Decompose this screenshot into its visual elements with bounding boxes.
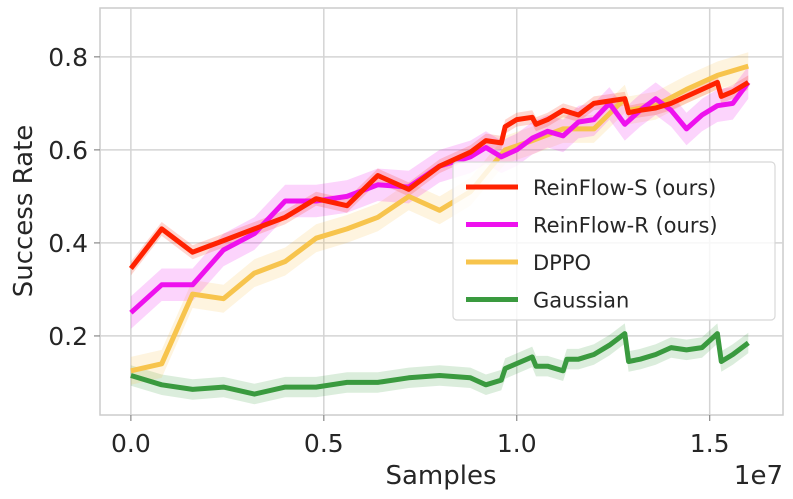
x-tick-label: 1.0: [497, 429, 537, 458]
x-tick-label: 0.0: [111, 429, 151, 458]
x-axis-label: Samples: [385, 461, 496, 491]
x-axis-ticks: 0.0 0.5 1.0 1.5: [111, 415, 730, 458]
band-2: [130, 52, 749, 385]
series-line-1: [129, 80, 751, 315]
band-1: [130, 66, 749, 329]
y-axis-label: Success Rate: [9, 125, 39, 298]
legend-label: ReinFlow-R (ours): [533, 214, 718, 238]
x-tick-label: 0.5: [304, 429, 344, 458]
legend-label: ReinFlow-S (ours): [533, 176, 716, 200]
legend: ReinFlow-S (ours) ReinFlow-R (ours) DPPO Ga…: [452, 161, 776, 321]
x-axis-offset-text: 1e7: [734, 461, 783, 491]
band-3: [130, 323, 749, 405]
y-tick-label: 0.2: [48, 322, 88, 351]
legend-box: [452, 161, 776, 321]
series-line-3: [130, 331, 750, 397]
series-lines: [128, 63, 751, 397]
legend-label: Gaussian: [533, 289, 629, 313]
y-tick-label: 0.8: [48, 43, 88, 72]
legend-label: DPPO: [533, 251, 591, 275]
series-line-0: [128, 79, 750, 271]
y-tick-label: 0.4: [48, 229, 88, 258]
y-tick-label: 0.6: [48, 136, 88, 165]
y-axis-ticks: 0.2 0.4 0.6 0.8: [48, 43, 100, 351]
x-tick-label: 1.5: [690, 429, 730, 458]
